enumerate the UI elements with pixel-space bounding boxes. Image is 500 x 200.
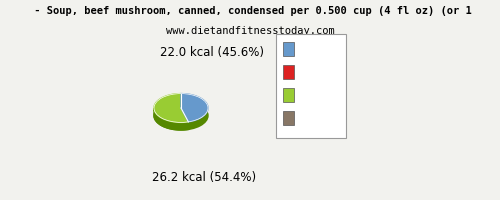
Bar	[283, 88, 294, 102]
Polygon shape	[154, 94, 188, 122]
Text: 22.0 kcal (45.6%): 22.0 kcal (45.6%)	[160, 46, 264, 59]
Text: alcohol: alcohol	[297, 110, 339, 123]
Polygon shape	[181, 94, 208, 122]
Bar	[283, 111, 294, 125]
Text: 26.2 kcal (54.4%): 26.2 kcal (54.4%)	[152, 171, 256, 184]
Bar	[283, 65, 294, 79]
Polygon shape	[154, 108, 188, 130]
Polygon shape	[181, 108, 188, 129]
Text: protein: protein	[297, 42, 339, 54]
Bar	[283, 42, 294, 56]
Text: fat: fat	[297, 64, 313, 77]
Text: carbs: carbs	[297, 88, 329, 100]
Ellipse shape	[154, 101, 208, 130]
FancyBboxPatch shape	[276, 34, 346, 138]
Text: www.dietandfitnesstoday.com: www.dietandfitnesstoday.com	[166, 26, 334, 36]
Text: - Soup, beef mushroom, canned, condensed per 0.500 cup (4 fl oz) (or 1: - Soup, beef mushroom, canned, condensed…	[28, 6, 472, 16]
